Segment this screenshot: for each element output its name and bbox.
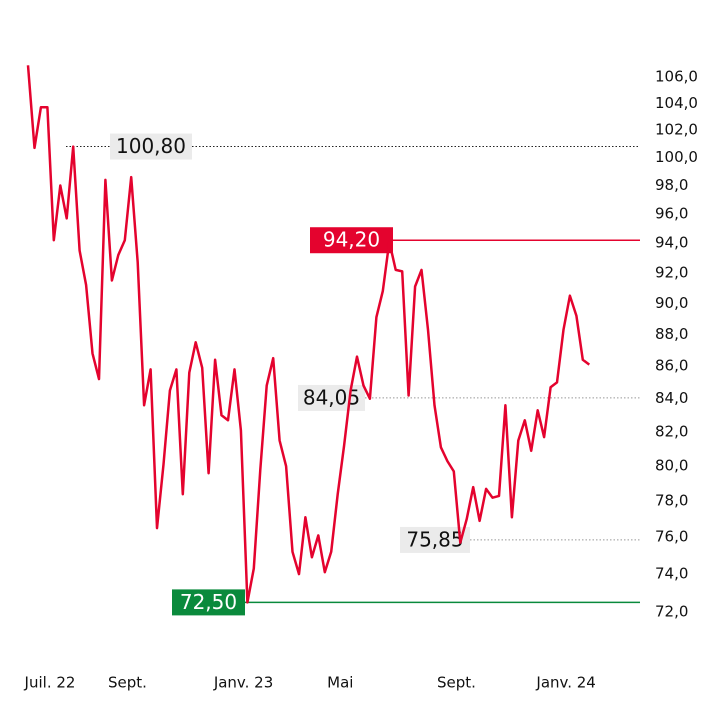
y-tick-label: 74,0 bbox=[655, 565, 688, 583]
x-tick-label: Sept. bbox=[437, 674, 476, 692]
reference-label: 100,80 bbox=[116, 134, 186, 158]
y-tick-label: 84,0 bbox=[655, 389, 688, 407]
reference-label-box bbox=[298, 384, 365, 411]
price-line bbox=[26, 65, 591, 604]
y-tick-label: 98,0 bbox=[655, 176, 688, 194]
y-tick-label: 106,0 bbox=[655, 67, 698, 85]
x-tick-label: Mai bbox=[327, 674, 353, 692]
x-tick-label: Juil. 22 bbox=[24, 674, 76, 692]
reference-label-box bbox=[172, 589, 245, 616]
y-tick-label: 104,0 bbox=[655, 94, 698, 112]
reference-label: 75,85 bbox=[406, 527, 463, 551]
y-tick-label: 96,0 bbox=[655, 205, 688, 223]
y-tick-label: 94,0 bbox=[655, 234, 688, 252]
reference-label-box bbox=[310, 227, 393, 254]
y-tick-label: 72,0 bbox=[655, 602, 688, 620]
x-tick-label: Janv. 23 bbox=[213, 674, 273, 692]
y-tick-label: 102,0 bbox=[655, 121, 698, 139]
y-tick-label: 82,0 bbox=[655, 423, 688, 441]
x-tick-label: Janv. 24 bbox=[535, 674, 595, 692]
y-tick-label: 78,0 bbox=[655, 492, 688, 510]
y-tick-label: 100,0 bbox=[655, 148, 698, 166]
reference-label: 94,20 bbox=[323, 228, 380, 252]
y-tick-label: 76,0 bbox=[655, 528, 688, 546]
reference-label: 72,50 bbox=[180, 590, 237, 614]
y-tick-label: 90,0 bbox=[655, 294, 688, 312]
y-tick-label: 92,0 bbox=[655, 263, 688, 281]
y-tick-label: 86,0 bbox=[655, 357, 688, 375]
x-tick-label: Sept. bbox=[108, 674, 147, 692]
y-tick-label: 80,0 bbox=[655, 457, 688, 475]
y-tick-label: 88,0 bbox=[655, 325, 688, 343]
reference-label-box bbox=[110, 133, 192, 160]
